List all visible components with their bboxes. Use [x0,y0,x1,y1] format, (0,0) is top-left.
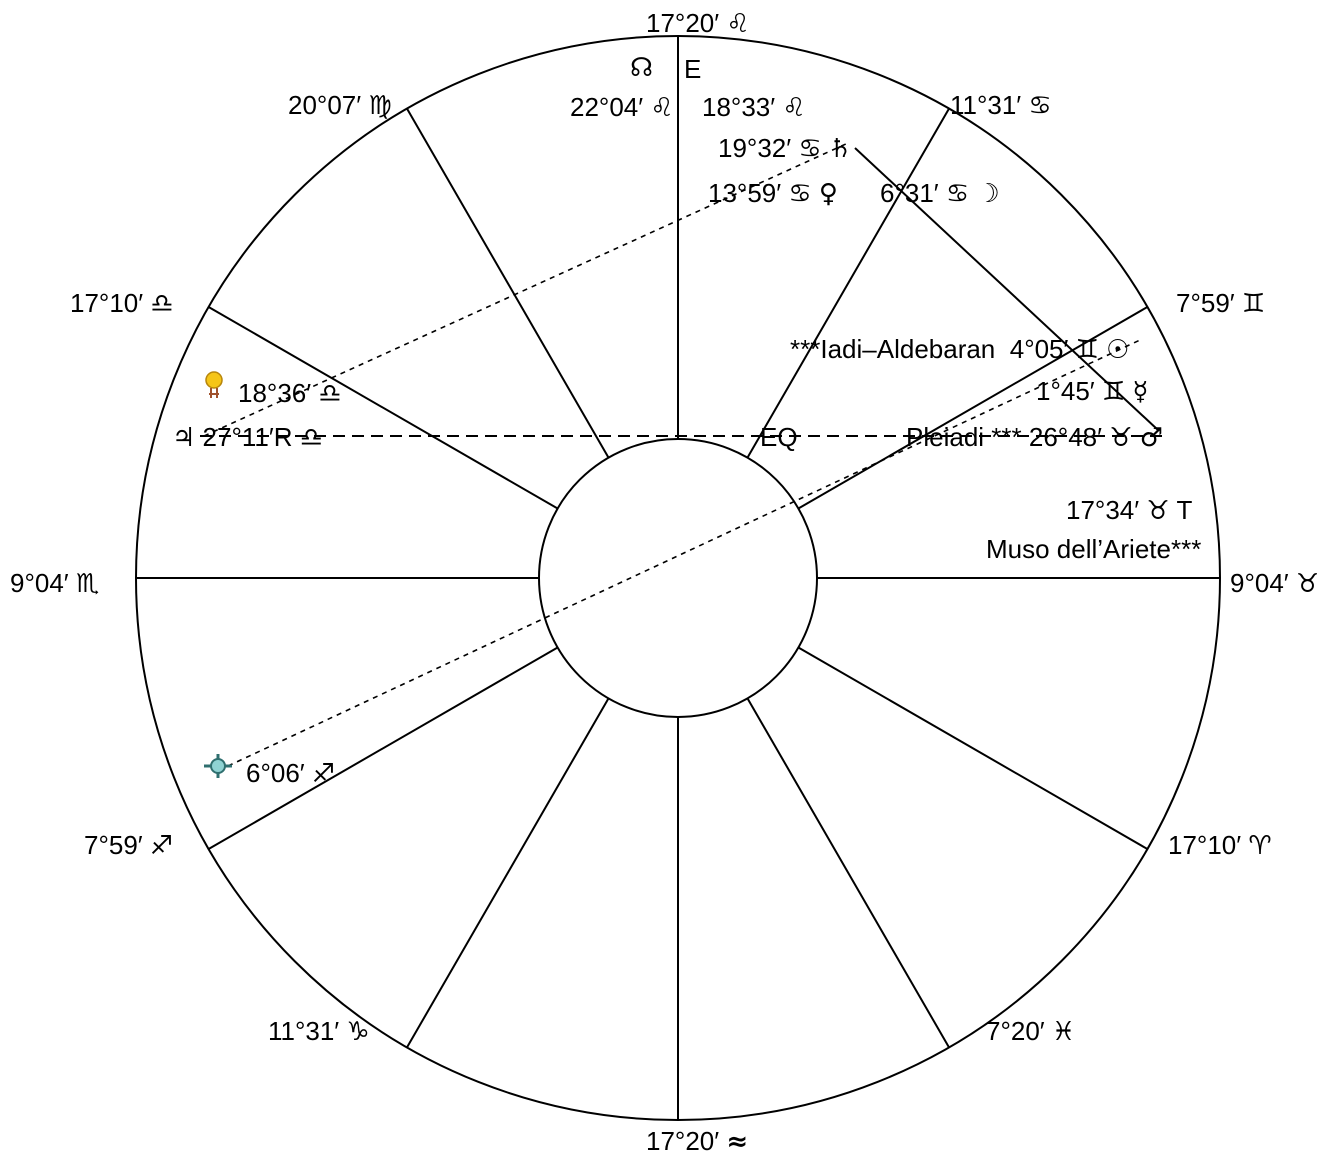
point-leo-2-label: 22°04′ ♌ [570,92,674,123]
moon-icon: ☽ [976,179,1000,209]
capricorn-icon: ♑ [346,1017,370,1047]
scorpio-icon: ♏ [75,569,100,599]
cusp-asc-label: 9°04′ ♉ [1230,568,1320,599]
balloon-icon [205,371,223,398]
libra-point-label: 18°36′ ♎ [238,378,342,409]
libra-icon: ♎ [318,379,342,409]
aspect-line-venus-jupiter [203,142,849,437]
cusp-8-label: 17°10′ ♎ [70,288,174,319]
saturn-icon: ♄ [828,134,853,164]
aries-icon: ♈ [1248,831,1272,861]
aspect-line-sun-vertex [227,339,1141,767]
libra-icon: ♎ [299,423,324,453]
sun-star-name: ***Iadi–Aldebaran [790,334,996,364]
taurus-icon: ♉ [1146,496,1170,526]
cusp-12-label: 7°59′ ♊ [1176,288,1266,319]
taurus-icon: ♉ [1109,423,1133,453]
cusp-line-11 [746,697,950,1048]
e-label: E [684,54,702,84]
mercury-icon: ☿ [1132,377,1149,407]
inner-circle [538,438,818,718]
cusp-7-label: 9°04′ ♏ [10,568,100,599]
leo-icon: ♌ [726,9,750,39]
t-point-star-name: Muso dell’Ariete*** [986,534,1202,564]
mars-icon: ♂ [1139,423,1164,453]
moon-label: 6°31′ ♋ ☽ [880,178,1000,209]
sun-icon: ☉ [1106,335,1130,365]
saturn-label: 19°32′ ♋ ♄ [718,133,853,164]
north-node-label: ☊ [630,52,653,83]
mercury-label: 1°45′ ♊ ☿ [1036,376,1149,407]
cusp-line-5 [406,108,610,459]
mars-label: Pleiadi *** 26°48′ ♉ ♂ [906,422,1164,453]
cusp-9-label: 20°07′ ♍ [288,90,392,121]
cusp-line-3 [746,108,950,459]
point-leo-1-label: 18°33′ ♌ [702,92,806,123]
mars-star-name: Pleiadi *** [906,422,1022,452]
gemini-icon: ♊ [1101,377,1126,407]
gemini-icon: ♊ [1075,335,1099,365]
cusp-10-label: 17°20′ ♌ [646,8,750,39]
cancer-icon: ♋ [1028,91,1052,121]
cusp-5-label: 11°31′ ♑ [268,1016,370,1047]
cancer-icon: ♋ [945,179,970,209]
pisces-icon: ♓ [1051,1017,1076,1047]
sun-label: ***Iadi–Aldebaran 4°05′ ♊ ☉ [790,334,1130,365]
libra-icon: ♎ [150,289,174,319]
virgo-icon: ♍ [368,91,392,121]
sag-point-label: 6°06′ ♐ [246,758,336,789]
north-node-icon: ☊ [630,53,654,83]
cusp-11-label: 11°31′ ♋ [950,90,1052,121]
crosshair-icon [204,754,232,778]
cancer-icon: ♋ [788,179,812,209]
venus-icon: ♀ [818,179,838,209]
leo-icon: ♌ [650,93,674,123]
cusp-line-12 [797,646,1148,850]
aquarius-icon: ≈ [726,1127,749,1157]
cusp-2-label: 17°10′ ♈ [1168,830,1272,861]
taurus-icon: ♉ [1295,569,1320,599]
house-cusp-lines [136,36,1220,1120]
cusp-line-8 [208,646,559,850]
cusp-6-label: 7°59′ ♐ [84,830,174,861]
cusp-line-6 [208,306,559,510]
jupiter-label: ♃ 27°11′R ♎ [172,422,324,453]
leo-icon: ♌ [782,93,806,123]
cusp-4-label: 17°20′ ≈ [646,1126,749,1157]
venus-label: 13°59′ ♋ ♀ [708,178,838,209]
cancer-icon: ♋ [798,134,822,164]
cusp-3-label: 7°20′ ♓ [986,1016,1076,1047]
cusp-line-2 [797,306,1148,510]
sagittarius-icon: ♐ [311,759,336,789]
gemini-icon: ♊ [1241,289,1266,319]
jupiter-icon: ♃ [172,423,196,453]
t-point-label: 17°34′ ♉ T [1066,495,1193,526]
sagittarius-icon: ♐ [149,831,174,861]
saturn-mars-line [854,147,1159,431]
eq-label: EQ [760,422,798,452]
cusp-line-9 [406,697,610,1048]
